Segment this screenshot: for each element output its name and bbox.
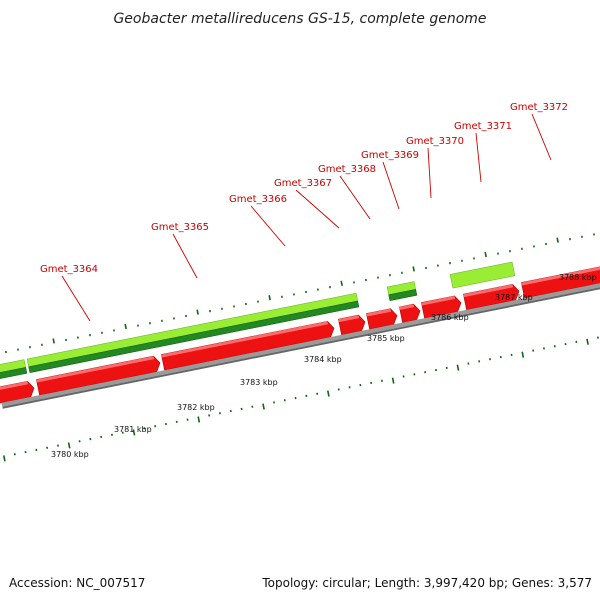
ruler-tick	[521, 351, 525, 358]
outer-tick	[556, 237, 559, 243]
ruler-tick	[326, 390, 330, 397]
cds-highlight	[421, 295, 456, 306]
cds-highlight	[36, 356, 155, 383]
outer-tick	[484, 251, 487, 258]
gene-label: Gmet_3371	[454, 121, 512, 132]
label-leaders	[61, 113, 552, 322]
gene-label: Gmet_3368	[318, 164, 376, 175]
cds-arrow	[161, 320, 335, 371]
accession-text: Accession: NC_007517	[9, 576, 146, 590]
ruler-tick	[132, 429, 136, 436]
ruler-tick-label: 3782 kbp	[177, 403, 215, 412]
outer-tick	[196, 309, 199, 315]
cds-highlight	[338, 315, 360, 323]
gene-bar-strand	[28, 300, 360, 373]
label-leader	[250, 205, 286, 247]
cds-track	[0, 266, 600, 404]
label-leader	[172, 233, 198, 279]
ruler-tick	[456, 364, 460, 371]
ruler-tick	[67, 442, 71, 449]
cds-highlight	[463, 284, 514, 298]
ruler-tick-label: 3784 kbp	[304, 355, 342, 364]
ruler-tick-label: 3781 kbp	[114, 425, 152, 434]
outer-tick-track	[4, 233, 595, 354]
outer-tick	[124, 323, 127, 330]
gene-bar-strand	[388, 289, 418, 301]
label-leader	[295, 189, 340, 229]
ruler-tick	[262, 403, 265, 410]
ruler-tick-label: 3780 kbp	[51, 450, 89, 459]
gene-labels: Gmet_3364 Gmet_3365 Gmet_3366 Gmet_3367 Gmet…	[40, 102, 568, 275]
ruler-tick-label: 3788 kbp	[559, 273, 597, 282]
ruler-tick-label: 3787 kbp	[495, 293, 533, 302]
label-leader	[61, 275, 91, 322]
label-leader	[475, 132, 482, 183]
outer-tick	[268, 295, 271, 301]
coordinate-ruler: 3780 kbp 3781 kbp 3782 kbp 3783 kbp 3784 kbp…	[2, 273, 599, 462]
ruler-tick-label: 3786 kbp	[431, 313, 469, 322]
cds-highlight	[0, 381, 29, 390]
map-title: Geobacter metallireducens GS-15, complet…	[113, 11, 486, 27]
gene-label: Gmet_3369	[361, 150, 419, 161]
label-leader	[427, 147, 432, 199]
ruler-tick	[2, 455, 6, 462]
ruler-tick	[197, 416, 201, 423]
ruler-tick-label: 3783 kbp	[240, 378, 278, 387]
label-leader	[339, 175, 371, 220]
gene-label: Gmet_3372	[510, 102, 568, 113]
cds-arrow	[463, 283, 520, 311]
genome-backbone	[1, 283, 600, 409]
cds-highlight	[521, 266, 600, 286]
ruler-tick	[586, 338, 589, 345]
cds-arrow	[36, 355, 161, 396]
genome-info-text: Topology: circular; Length: 3,997,420 bp…	[262, 576, 592, 590]
outer-tick	[52, 338, 55, 344]
gene-label: Gmet_3370	[406, 136, 464, 147]
gene-label: Gmet_3367	[274, 178, 332, 189]
ruler-tick	[391, 377, 395, 384]
gene-bar	[449, 261, 516, 289]
label-leader	[382, 161, 400, 210]
outer-tick	[340, 280, 343, 286]
cds-highlight	[161, 321, 329, 358]
gene-label: Gmet_3366	[229, 194, 287, 205]
cds-highlight	[399, 304, 415, 310]
backbone-band	[1, 283, 600, 407]
gene-label: Gmet_3365	[151, 222, 209, 233]
outer-tick	[412, 266, 415, 272]
ruler-tick-label: 3785 kbp	[367, 334, 405, 343]
gene-bar-strand	[0, 367, 28, 379]
cds-highlight	[366, 308, 392, 317]
gene-label: Gmet_3364	[40, 264, 98, 275]
label-leader	[531, 113, 552, 161]
backbone-shadow	[2, 287, 600, 409]
gene-track	[0, 261, 516, 379]
